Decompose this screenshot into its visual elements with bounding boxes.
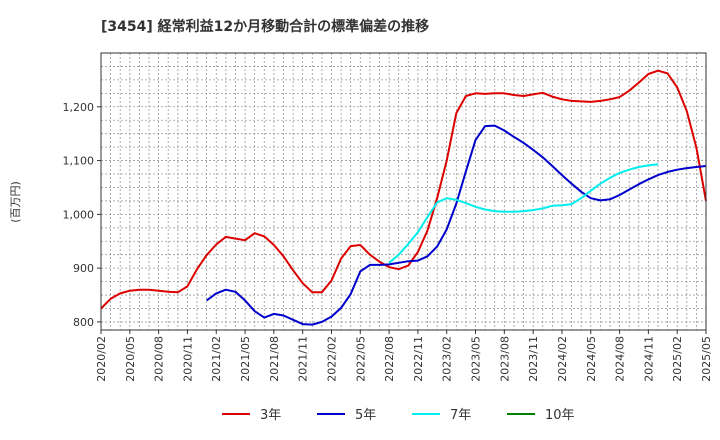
y-tick-label: 1,100 xyxy=(63,155,95,168)
plot-frame xyxy=(100,52,707,331)
grid xyxy=(101,53,706,330)
x-tick-label: 2023/02 xyxy=(441,336,454,382)
x-tick-label: 2025/02 xyxy=(671,336,684,382)
x-tick-label: 2020/08 xyxy=(153,336,166,382)
x-tick-label: 2021/11 xyxy=(297,336,310,382)
y-tick-label: 1,000 xyxy=(63,208,95,221)
legend-label-1: 3年 xyxy=(260,408,281,423)
x-tick-label: 2024/08 xyxy=(614,336,627,382)
x-tick-label: 2023/11 xyxy=(527,336,540,382)
chart-title: [3454] 経常利益12か月移動合計の標準偏差の推移 xyxy=(101,18,429,35)
series-layer xyxy=(100,69,707,326)
x-tick-label: 2025/05 xyxy=(700,336,713,382)
x-tick-label: 2020/05 xyxy=(124,336,137,382)
x-tick-label: 2022/05 xyxy=(354,336,367,382)
x-tick-label: 2021/05 xyxy=(239,336,252,382)
legend-label-4: 10年 xyxy=(545,408,575,423)
legend-label-3: 7年 xyxy=(450,408,471,423)
x-tick-label: 2020/11 xyxy=(181,336,194,382)
x-tick-label: 2021/08 xyxy=(268,336,281,382)
x-tick-label: 2023/05 xyxy=(470,336,483,382)
x-tick-label: 2022/08 xyxy=(383,336,396,382)
x-tick-label: 2022/02 xyxy=(325,336,338,382)
y-tick-label: 800 xyxy=(73,316,94,329)
x-tick-label: 2022/11 xyxy=(412,336,425,382)
legend: 3年 5年 7年 10年 xyxy=(222,408,575,423)
x-tick-label: 2024/05 xyxy=(585,336,598,382)
y-axis-label: (百万円) xyxy=(9,181,22,223)
x-tick-label: 2023/08 xyxy=(498,336,511,382)
legend-label-2: 5年 xyxy=(355,408,376,423)
series-line-1 xyxy=(100,69,707,310)
series-line-2 xyxy=(206,124,707,326)
x-tick-label: 2024/11 xyxy=(642,336,655,382)
y-tick-labels: 800 900 1,000 1,100 1,200 xyxy=(63,101,101,329)
x-tick-label: 2024/02 xyxy=(556,336,569,382)
x-tick-labels: 2020/02 2020/05 2020/08 2020/11 2021/02 2021/… xyxy=(95,330,713,382)
x-tick-label: 2021/02 xyxy=(210,336,223,382)
y-tick-label: 1,200 xyxy=(63,101,95,114)
series-line-3 xyxy=(388,163,659,264)
y-tick-label: 900 xyxy=(73,262,94,275)
x-tick-label: 2020/02 xyxy=(95,336,108,382)
